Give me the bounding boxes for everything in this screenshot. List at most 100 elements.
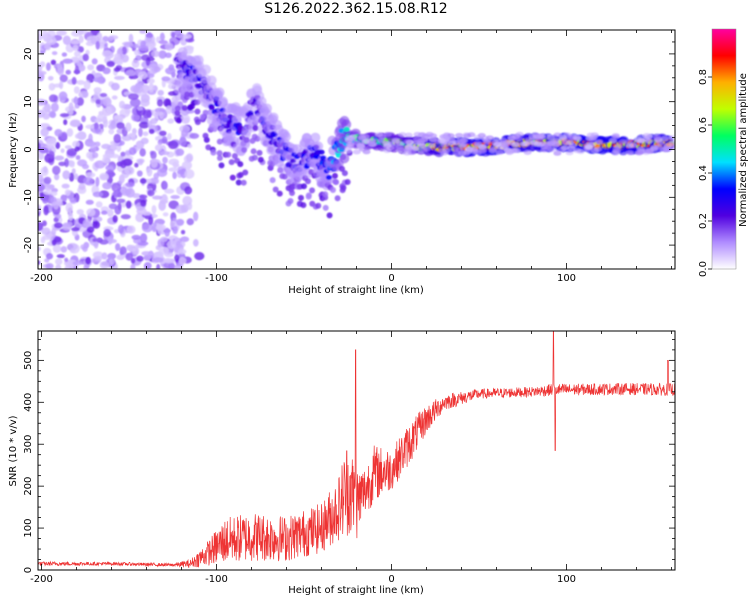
heatmap-cell [593,146,602,152]
heatmap-cell [341,170,348,177]
heatmap-cell [515,131,524,137]
heatmap-cell [123,41,134,48]
heatmap-cell [54,173,60,181]
heatmap-cell [645,148,654,154]
heatmap-cell [398,132,407,138]
heatmap-cell [495,149,504,155]
heatmap-cell [629,142,638,148]
heatmap-cell [59,113,70,118]
heatmap-cell [250,148,257,155]
heatmap-cell [43,205,49,216]
heatmap-cell [168,167,179,172]
heatmap-cell [116,198,126,204]
heatmap-cell [155,224,166,232]
heatmap-cell [656,140,665,146]
heatmap-cell [130,263,136,269]
heatmap-cell [173,163,180,168]
heatmap-cell [156,263,161,269]
heatmap-cell [48,83,56,91]
heatmap-cell [140,233,148,243]
colorbar [711,28,737,270]
heatmap-cell [111,95,118,100]
heatmap-cell [147,189,155,197]
heatmap-cell [199,113,206,120]
heatmap-cell [99,93,108,98]
heatmap-cell [165,105,173,115]
heatmap-cell [38,172,41,179]
heatmap-cell [141,251,152,256]
heatmap-cell [172,226,178,235]
heatmap-cell [71,30,82,37]
heatmap-cell [407,150,416,156]
heatmap-cell [320,155,327,161]
heatmap-cell [92,238,99,243]
heatmap-cell [208,105,215,111]
heatmap-cell [151,204,157,215]
heatmap-cell [173,98,179,105]
heatmap-cell [140,40,146,49]
colorbar-label: Normalized spectral amplitude [738,73,749,227]
heatmap-cell [635,150,644,156]
heatmap-cell [139,194,148,199]
heatmap-cell [72,44,79,51]
heatmap-cell [76,208,84,215]
heatmap-cell [121,46,128,55]
heatmap-cell [56,64,63,70]
heatmap-cell [143,261,152,269]
x-tick-label: 0 [388,574,394,585]
heatmap-cell [64,189,71,197]
heatmap-cell [325,175,332,181]
heatmap-cell [152,195,163,200]
heatmap-cell [421,133,430,139]
heatmap-cell [85,140,95,147]
heatmap-cell [128,33,134,44]
heatmap-cell [67,242,78,251]
heatmap-cell [668,135,675,141]
heatmap-cell [202,132,209,139]
heatmap-cell [77,46,84,53]
heatmap-cell [202,109,209,116]
x-tick-label: 100 [557,574,576,585]
spectrogram-xlabel: Height of straight line (km) [288,285,424,296]
y-tick-label: 0 [23,146,34,152]
heatmap-cell [142,211,152,216]
heatmap-cell [115,58,124,66]
colorbar-tick-label: 0.2 [698,213,709,229]
heatmap-cell [489,146,498,152]
heatmap-cell [59,74,68,83]
heatmap-cell [38,183,45,192]
heatmap-cell [72,140,80,148]
heatmap-cell [344,179,351,186]
heatmap-cell [74,50,81,57]
heatmap-cell [346,144,355,150]
heatmap-cell [52,244,62,253]
heatmap-cell [243,137,250,144]
heatmap-cell [310,132,321,143]
heatmap-cell [166,240,177,249]
heatmap-cell [154,251,164,257]
spectrogram-y-ticks: -20 -10 0 10 20 [23,29,675,270]
heatmap-cell [663,147,672,153]
heatmap-cell [60,148,65,154]
heatmap-cell [594,139,603,145]
heatmap-cell [181,104,188,111]
heatmap-cell [352,149,361,155]
x-tick-label: -200 [30,273,53,284]
heatmap-cell [99,239,109,245]
heatmap-cell [60,246,68,253]
heatmap-cell [118,100,126,109]
heatmap-cell [63,119,68,126]
heatmap-cell [184,186,193,195]
heatmap-cell [180,229,186,235]
heatmap-cell [64,145,72,150]
heatmap-cell [92,152,99,159]
heatmap-cell [546,141,555,147]
heatmap-cell [51,51,58,56]
heatmap-cell [180,236,190,243]
heatmap-cell [168,263,176,269]
heatmap-cell [134,162,139,168]
heatmap-cell [143,254,151,261]
heatmap-cell [252,125,259,132]
heatmap-cell [341,119,352,130]
heatmap-cell [637,137,646,143]
